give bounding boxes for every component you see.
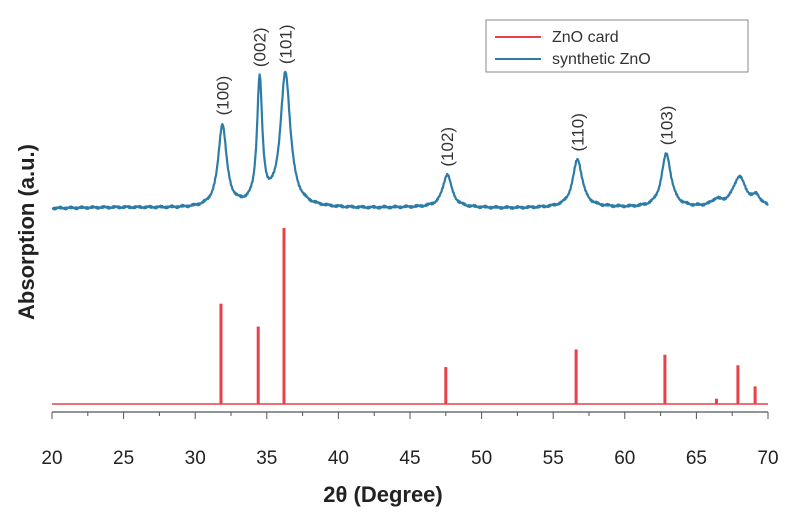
x-tick-label: 30: [185, 448, 206, 469]
x-tick-label: 25: [113, 448, 134, 469]
peak-label: (102): [438, 127, 457, 167]
card-peak-stick: [574, 349, 578, 404]
x-tick-label: 60: [614, 448, 635, 469]
peak-label: (100): [213, 76, 232, 116]
peak-label: (101): [276, 24, 295, 64]
synthetic-zno-line: [51, 70, 769, 211]
peak-label: (002): [251, 27, 270, 67]
card-peak-stick: [753, 386, 757, 404]
card-peak-stick: [256, 326, 260, 404]
x-tick-label: 65: [686, 448, 707, 469]
peak-label: (110): [569, 113, 588, 151]
legend-label-zno-card: ZnO card: [552, 29, 619, 46]
x-tick-label: 70: [757, 448, 778, 469]
x-tick-label: 55: [543, 448, 564, 469]
series-zno-card: [52, 228, 768, 405]
series-synthetic-zno: [51, 70, 769, 211]
x-ticks: 20 25 30 35 40 45 50 55 60 65 70: [41, 412, 779, 469]
card-peak-stick: [736, 365, 740, 404]
card-peak-stick: [663, 354, 667, 404]
card-peak-stick: [714, 398, 718, 404]
x-tick-label: 40: [328, 448, 349, 469]
x-tick-label: 20: [41, 448, 62, 469]
x-tick-label: 45: [399, 448, 420, 469]
legend-box: [485, 19, 749, 73]
card-peak-stick: [219, 303, 223, 404]
legend-label-synthetic-zno: synthetic ZnO: [552, 51, 651, 68]
card-peak-stick: [282, 228, 286, 404]
y-axis-title: Absorption (a.u.): [14, 144, 39, 320]
peak-labels: (100) (002) (101) (102) (110) (103): [213, 24, 676, 166]
x-tick-label: 35: [256, 448, 277, 469]
legend: ZnO card synthetic ZnO: [485, 19, 749, 73]
card-peak-stick: [444, 367, 448, 404]
peak-label: (103): [657, 106, 676, 146]
x-axis-title: 2θ (Degree): [323, 482, 443, 507]
x-tick-label: 50: [471, 448, 492, 469]
